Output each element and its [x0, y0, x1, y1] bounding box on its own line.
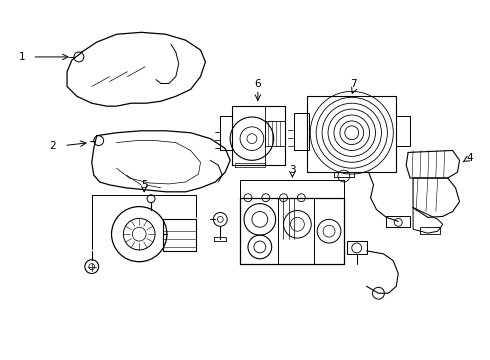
Text: 3: 3: [289, 165, 296, 175]
Text: 1: 1: [19, 52, 26, 62]
Text: 6: 6: [254, 78, 261, 89]
Text: 7: 7: [350, 78, 357, 89]
Text: 2: 2: [49, 140, 55, 150]
Text: 5: 5: [141, 180, 147, 190]
Text: 4: 4: [466, 153, 473, 163]
